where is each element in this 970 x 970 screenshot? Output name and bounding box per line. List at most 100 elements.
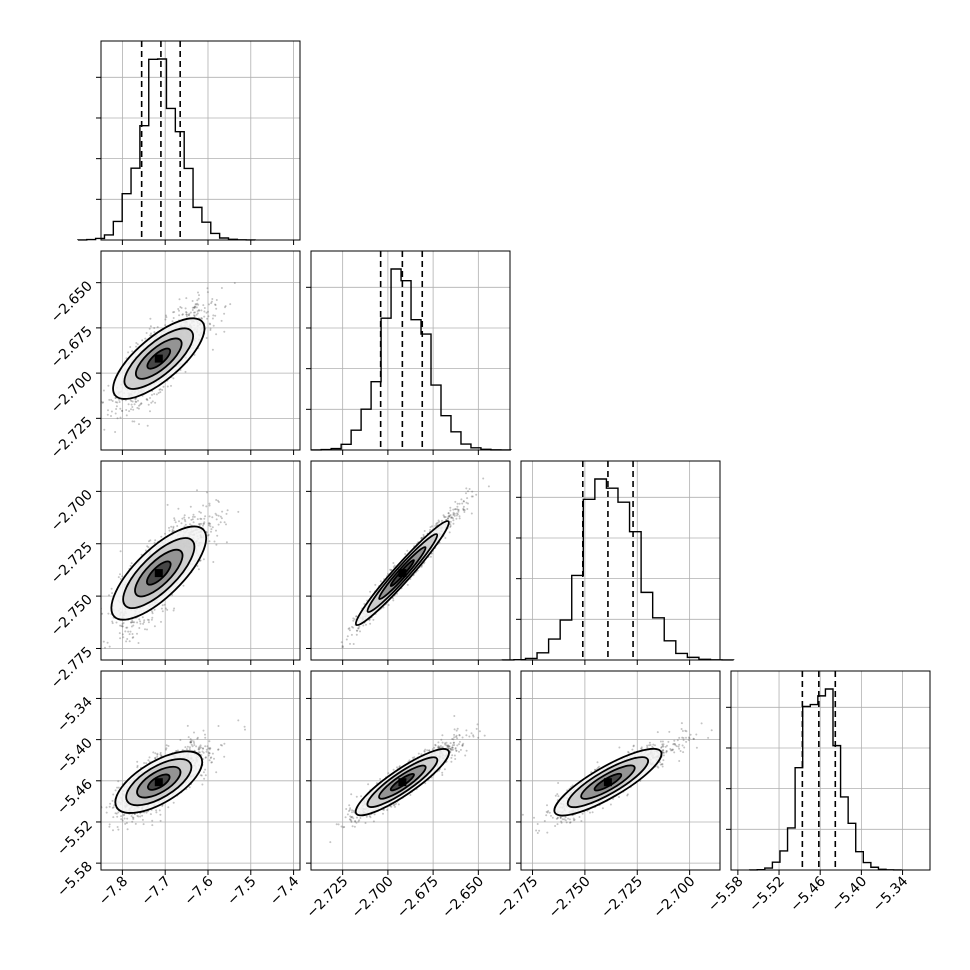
scatter-point [146, 398, 148, 401]
scatter-point [215, 333, 218, 336]
scatter-point [463, 509, 466, 512]
scatter-point [214, 304, 217, 306]
scatter-point [121, 410, 124, 412]
y-tick-label: −2.700 [48, 369, 96, 417]
scatter-point [179, 306, 182, 308]
scatter-point [452, 517, 454, 520]
scatter-point [435, 522, 438, 525]
scatter-point [206, 534, 209, 537]
scatter-point [203, 522, 205, 525]
scatter-point [191, 300, 194, 302]
scatter-point [209, 329, 212, 331]
scatter-point [119, 578, 122, 580]
scatter-point [198, 747, 201, 750]
scatter-point [117, 780, 120, 783]
scatter-point [146, 399, 149, 402]
scatter-point [447, 512, 450, 515]
scatter-point [110, 415, 112, 417]
scatter-point [441, 519, 443, 522]
scatter-point [215, 543, 218, 546]
scatter-point [161, 610, 164, 613]
scatter-point [406, 583, 409, 586]
scatter-point [448, 531, 451, 534]
scatter-point [475, 493, 478, 496]
scatter-point [189, 740, 192, 743]
scatter-point [429, 555, 432, 558]
scatter-point [390, 569, 393, 571]
scatter-point [216, 534, 219, 537]
scatter-point [173, 517, 176, 520]
scatter-point [148, 540, 150, 543]
x-tick-label: −5.52 [746, 874, 788, 916]
scatter-point [170, 384, 172, 387]
scatter-point [199, 744, 202, 747]
scatter-point [202, 747, 205, 750]
scatter-point [143, 619, 146, 622]
scatter-point [165, 316, 168, 319]
scatter-point [205, 311, 208, 314]
density-contour [123, 327, 194, 390]
scatter-point [172, 317, 175, 319]
scatter-point [159, 819, 162, 822]
scatter-point [355, 615, 358, 618]
scatter-point [197, 523, 200, 526]
scatter-point [195, 303, 198, 306]
scatter-point [128, 633, 131, 636]
scatter-point [443, 516, 446, 519]
scatter-point [379, 580, 382, 583]
scatter-point [136, 814, 139, 817]
scatter-point [487, 485, 490, 488]
scatter-point [185, 315, 188, 318]
histogram-2 [501, 478, 735, 661]
scatter-point [201, 783, 204, 786]
scatter-point [225, 512, 228, 515]
scatter-point [171, 528, 174, 531]
scatter-point [149, 334, 152, 337]
scatter-point [207, 533, 210, 536]
scatter-point [126, 817, 129, 820]
scatter-point [178, 520, 180, 523]
scatter-point [156, 755, 159, 758]
scatter-point [175, 750, 178, 752]
scatter-point [127, 630, 130, 633]
scatter-point [165, 314, 167, 317]
scatter-point [195, 306, 198, 309]
scatter-point [471, 490, 474, 493]
scatter-point [111, 592, 114, 595]
scatter-point [149, 397, 151, 399]
scatter-point [118, 632, 121, 635]
scatter-point [150, 332, 152, 335]
scatter-point [136, 406, 139, 409]
density-contour [134, 548, 184, 598]
panel-frame-2-0 [100, 460, 301, 661]
scatter-point [446, 517, 449, 520]
y-tick-label: −2.775 [48, 644, 96, 692]
scatter-point [208, 502, 211, 505]
scatter-point [229, 303, 232, 306]
x-tick-label: −5.58 [705, 874, 747, 916]
scatter-point [121, 625, 124, 628]
y-tick-label: −5.52 [54, 817, 96, 859]
scatter-point [116, 815, 119, 818]
scatter-point [207, 522, 210, 525]
scatter-point [141, 339, 144, 342]
scatter-point [106, 641, 109, 644]
scatter-point [202, 504, 205, 507]
scatter-point [172, 311, 175, 314]
scatter-point [369, 622, 372, 625]
scatter-point [468, 488, 471, 490]
scatter-point [467, 490, 469, 493]
scatter-point [448, 514, 451, 517]
scatter-point [447, 515, 450, 518]
scatter-point [208, 524, 210, 527]
scatter-point [154, 752, 157, 755]
scatter-point [185, 313, 188, 316]
scatter-point [429, 528, 432, 531]
histogram-3 [748, 688, 902, 871]
scatter-point [182, 584, 185, 587]
scatter-point [450, 516, 453, 519]
scatter-point [194, 305, 196, 308]
scatter-point [346, 635, 349, 638]
scatter-point [172, 377, 175, 380]
scatter-point [217, 499, 219, 502]
